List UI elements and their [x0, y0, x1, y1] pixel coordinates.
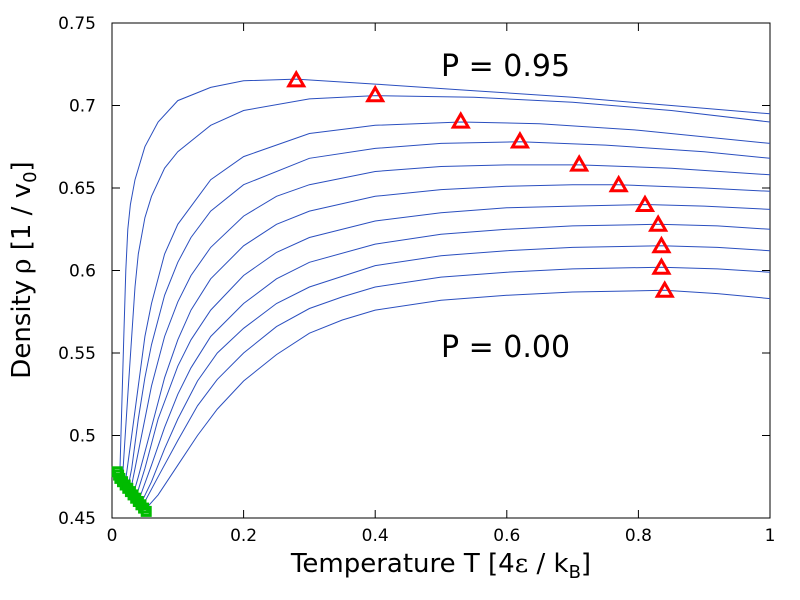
y-axis-label-rho: ρ — [7, 259, 37, 274]
x-axis-label: Temperature T [4ε / kB] — [290, 549, 591, 583]
isobar-line-6 — [135, 203, 771, 499]
x-tick-label-1: 0.2 — [230, 526, 257, 546]
isobar-line-2 — [124, 121, 771, 484]
y-axis-label: Density ρ [1 / v0] — [7, 161, 41, 378]
y-tick-label-3: 0.6 — [69, 262, 96, 282]
max-density-marker-5 — [608, 174, 629, 193]
y-axis-label-mid: [1 / v — [7, 183, 37, 259]
isobar-line-5 — [132, 184, 771, 496]
x-tick-label-5: 1 — [765, 526, 776, 546]
max-density-marker-4 — [569, 154, 590, 172]
y-axis-label-sub: 0 — [20, 171, 41, 182]
isobar-line-7 — [137, 223, 771, 502]
y-tick-label-6: 0.75 — [58, 14, 96, 34]
annotation-p-high: P = 0.95 — [441, 49, 570, 84]
max-density-marker-3 — [509, 130, 531, 149]
isobar-line-3 — [127, 141, 771, 489]
plot-frame — [111, 22, 771, 519]
isobar-line-0 — [119, 78, 771, 472]
y-tick-label-5: 0.7 — [69, 97, 96, 117]
annotation-p-low: P = 0.00 — [441, 330, 570, 365]
x-axis-label-epsilon: ε — [515, 549, 528, 579]
x-axis-label-main: Temperature T [4 — [290, 549, 515, 579]
max-density-marker-6 — [634, 194, 656, 212]
x-axis-label-sub: B — [569, 562, 581, 583]
x-tick-label-2: 0.4 — [362, 526, 389, 546]
low-temperature-markers — [111, 466, 152, 517]
y-axis-label-end: ] — [7, 161, 37, 171]
max-density-markers — [286, 69, 675, 298]
x-tick-label-0: 0 — [107, 526, 118, 546]
x-axis-label-end: ] — [581, 549, 591, 579]
x-axis-label-mid: / k — [528, 549, 568, 579]
isobar-lines — [119, 78, 771, 511]
max-density-marker-8 — [651, 235, 672, 254]
y-tick-label-1: 0.5 — [69, 427, 96, 447]
y-axis-label-main: Density — [7, 280, 37, 379]
isobar-line-8 — [139, 245, 771, 506]
axis-ticks: 0 0.2 0.4 0.6 0.8 1 0.45 0.5 0.55 0.6 0.65 0.7 0.75 — [58, 14, 775, 546]
isobar-line-9 — [141, 266, 771, 507]
max-density-marker-1 — [365, 84, 386, 103]
y-tick-label-2: 0.55 — [58, 344, 96, 364]
isobar-line-1 — [122, 95, 771, 479]
low-temperature-marker-12 — [140, 505, 152, 517]
x-tick-label-4: 0.8 — [625, 526, 652, 546]
y-tick-label-0: 0.45 — [58, 509, 96, 529]
max-density-marker-0 — [286, 69, 307, 88]
max-density-marker-2 — [450, 111, 471, 129]
x-tick-label-3: 0.6 — [493, 526, 520, 546]
isobar-line-4 — [129, 164, 771, 492]
max-density-marker-7 — [648, 214, 669, 232]
max-density-marker-9 — [651, 257, 672, 275]
y-tick-label-4: 0.65 — [58, 179, 96, 199]
isobar-line-10 — [144, 289, 771, 511]
max-density-marker-10 — [654, 280, 675, 298]
